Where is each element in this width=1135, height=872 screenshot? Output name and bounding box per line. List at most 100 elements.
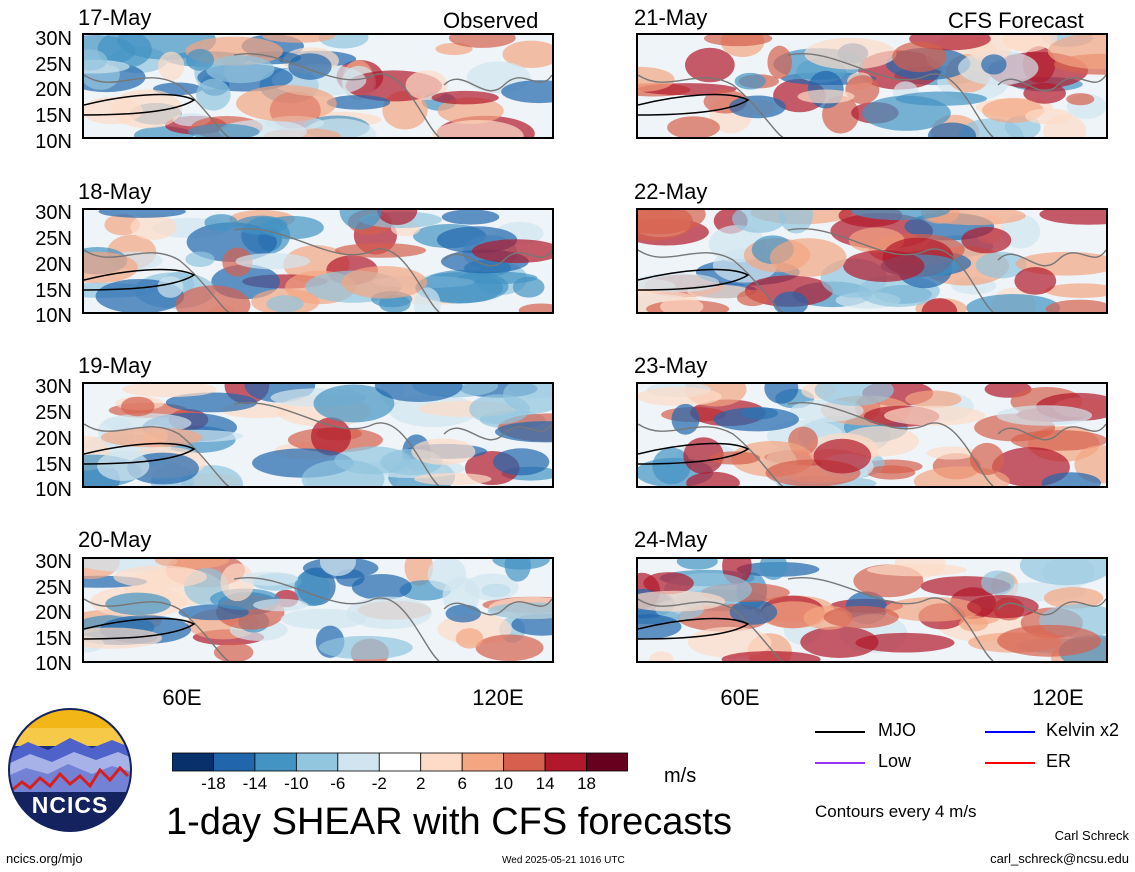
lon-label: 120E [472,685,524,710]
lat-label: 25N [35,228,72,250]
shear-field [84,559,552,661]
lat-label: 20N [35,79,72,101]
legend-label: Kelvin x2 [1046,720,1120,740]
lat-label: 20N [35,254,72,276]
lat-label: 30N [35,28,72,50]
panel-date: 21-May [634,5,708,30]
shear-field [638,384,1106,486]
lat-label: 15N [35,105,72,127]
colorbar-tick-label: 18 [577,774,596,793]
colorbar-swatch [295,752,339,772]
panel-date: 18-May [78,179,152,204]
colorbar-swatch [503,752,546,772]
colorbar-tick-label: 6 [457,774,467,793]
legend-label: Low [878,751,912,771]
colorbar-tick-label: -18 [201,774,226,793]
mjo-contour [84,268,196,291]
colorbar-swatch [378,752,422,772]
shear-field [84,35,552,137]
coastline [638,401,1106,486]
footer-author: Carl Schreck [1054,828,1129,843]
lon-label: 60E [162,685,202,710]
mjo-contour [84,93,196,116]
lat-label: 20N [35,428,72,450]
colorbar-swatch [420,752,463,772]
colorbar-swatches [172,752,628,772]
lat-label: 25N [35,577,72,599]
lat-label: 25N [35,402,72,424]
legend-line-mjo [815,731,865,733]
legend-label: ER [1046,751,1072,771]
colorbar-swatch [461,752,505,772]
lon-label: 60E [720,685,760,710]
coastline [638,52,1106,137]
colorbar-swatch [337,752,380,772]
contour-note: Contours every 4 m/s [815,802,977,821]
panel-date: 24-May [634,527,708,552]
map-panel [82,557,554,663]
lon-label: 120E [1032,685,1084,710]
coastline [84,52,552,137]
colorbar-swatch [213,752,256,772]
lat-label: 30N [35,376,72,398]
shear-field [638,35,1106,137]
map-panel [82,33,554,139]
legend-line-low [815,762,865,764]
lat-label: 10N [35,479,72,501]
coastline [84,227,552,312]
panel-date: 22-May [634,179,708,204]
colorbar-swatch [254,752,297,772]
lat-label: 30N [35,551,72,573]
colorbar-swatch [172,752,214,772]
map-panel [636,557,1108,663]
colorbar-tick-label: -14 [242,774,268,793]
mjo-contour [84,617,196,640]
shear-field [84,384,552,486]
shear-field [638,559,1106,661]
mjo-contour [638,93,750,116]
lat-label: 15N [35,628,72,650]
colorbar-tick-label: -10 [284,774,309,793]
shear-field [638,210,1106,312]
footer-email: carl_schreck@ncsu.edu [990,851,1129,866]
footer-timestamp: Wed 2025-05-21 1016 UTC [502,855,625,866]
map-panel [636,382,1108,488]
legend-line-kelvin [985,731,1035,733]
lat-label: 25N [35,54,72,76]
mjo-contour [638,617,750,640]
ncics-logo-graphic [8,708,132,832]
map-panel [82,208,554,314]
coastline [84,576,552,661]
map-panel [636,33,1108,139]
shear-field [84,210,552,312]
lat-label: 10N [35,131,72,153]
lat-label: 10N [35,653,72,675]
colorbar-tick-label: 2 [415,774,426,793]
colorbar-tick-label: -2 [371,774,387,793]
colorbar-swatch [586,752,628,772]
colorbar-tick-label: -6 [330,774,346,793]
mjo-contour [84,442,196,465]
map-panel [82,382,554,488]
lat-label: 15N [35,280,72,302]
ncics-logo: NCICS [8,708,132,832]
mjo-contour [638,442,750,465]
coastline [638,576,1106,661]
lat-label: 20N [35,602,72,624]
mjo-contour [638,268,750,291]
map-panel [636,208,1108,314]
footer-url: ncics.org/mjo [6,851,83,866]
panel-date: 23-May [634,353,708,378]
colorbar-tick-label: 10 [494,774,514,793]
colorbar-units: m/s [664,765,697,787]
figure-title: 1-day SHEAR with CFS forecasts [166,801,732,843]
lat-label: 30N [35,202,72,224]
panel-date: 17-May [78,5,152,30]
coastline [84,401,552,486]
lat-label: 15N [35,454,72,476]
panel-corner-label: CFS Forecast [948,8,1084,33]
panel-date: 20-May [78,527,152,552]
legend-label: MJO [878,720,916,740]
coastline [638,227,1106,312]
lat-label: 10N [35,305,72,327]
